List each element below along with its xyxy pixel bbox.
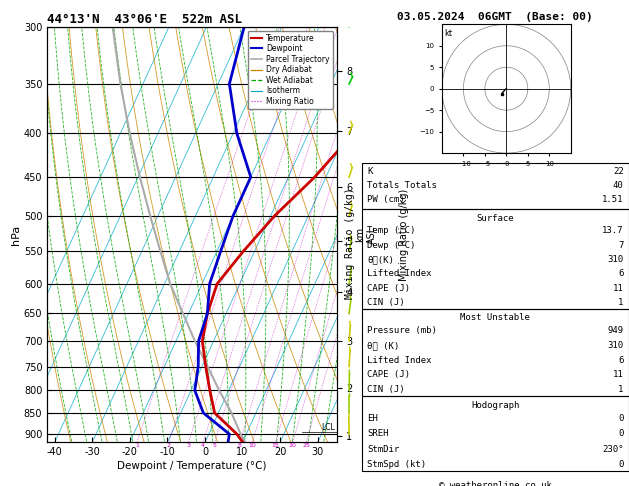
Text: Most Unstable: Most Unstable (460, 313, 530, 323)
Text: CIN (J): CIN (J) (367, 385, 404, 394)
Text: 1: 1 (618, 298, 624, 307)
Text: 0: 0 (618, 414, 624, 423)
Text: 22: 22 (613, 167, 624, 176)
Text: 5: 5 (213, 443, 216, 448)
Text: 310: 310 (608, 255, 624, 264)
Text: 25: 25 (303, 443, 310, 448)
Text: Hodograph: Hodograph (471, 401, 520, 410)
Text: Temp (°C): Temp (°C) (367, 226, 415, 235)
Legend: Temperature, Dewpoint, Parcel Trajectory, Dry Adiabat, Wet Adiabat, Isotherm, Mi: Temperature, Dewpoint, Parcel Trajectory… (248, 31, 333, 109)
Text: 03.05.2024  06GMT  (Base: 00): 03.05.2024 06GMT (Base: 00) (398, 12, 593, 22)
Text: Lifted Index: Lifted Index (367, 269, 431, 278)
Text: 44°13'N  43°06'E  522m ASL: 44°13'N 43°06'E 522m ASL (47, 13, 242, 26)
Text: 310: 310 (608, 341, 624, 350)
Text: 6: 6 (618, 269, 624, 278)
Text: EH: EH (367, 414, 378, 423)
Text: Dewp (°C): Dewp (°C) (367, 241, 415, 250)
Text: Lifted Index: Lifted Index (367, 356, 431, 364)
Text: 8: 8 (238, 443, 242, 448)
Text: © weatheronline.co.uk: © weatheronline.co.uk (439, 481, 552, 486)
Text: 0: 0 (618, 429, 624, 438)
Text: CAPE (J): CAPE (J) (367, 370, 410, 380)
Text: 6: 6 (618, 356, 624, 364)
Text: PW (cm): PW (cm) (367, 195, 404, 204)
Text: Surface: Surface (477, 214, 514, 223)
Text: StmSpd (kt): StmSpd (kt) (367, 460, 426, 469)
Text: StmDir: StmDir (367, 445, 399, 454)
Text: CAPE (J): CAPE (J) (367, 283, 410, 293)
Text: 1: 1 (618, 385, 624, 394)
Text: CIN (J): CIN (J) (367, 298, 404, 307)
Text: kt: kt (445, 30, 453, 38)
Text: 230°: 230° (602, 445, 624, 454)
Text: 15: 15 (272, 443, 279, 448)
X-axis label: Dewpoint / Temperature (°C): Dewpoint / Temperature (°C) (117, 461, 267, 471)
Text: 7: 7 (618, 241, 624, 250)
Text: Mixing Ratio (g/kg): Mixing Ratio (g/kg) (345, 187, 355, 299)
Text: 4: 4 (201, 443, 205, 448)
Text: 1: 1 (135, 443, 139, 448)
Text: 0: 0 (618, 460, 624, 469)
Text: Totals Totals: Totals Totals (367, 181, 437, 190)
Text: 11: 11 (613, 370, 624, 380)
Text: 10: 10 (248, 443, 256, 448)
Text: 40: 40 (613, 181, 624, 190)
Text: Pressure (mb): Pressure (mb) (367, 326, 437, 335)
Text: 3: 3 (186, 443, 191, 448)
Text: LCL: LCL (321, 423, 335, 432)
Bar (362, 396, 629, 471)
Y-axis label: km
ASL: km ASL (355, 226, 377, 243)
Text: SREH: SREH (367, 429, 389, 438)
Y-axis label: hPa: hPa (11, 225, 21, 244)
Text: 949: 949 (608, 326, 624, 335)
Bar (362, 209, 629, 309)
Text: 20: 20 (289, 443, 297, 448)
Text: 1.51: 1.51 (602, 195, 624, 204)
Text: θᴄ(K): θᴄ(K) (367, 255, 394, 264)
Text: K: K (367, 167, 372, 176)
Text: 13.7: 13.7 (602, 226, 624, 235)
Text: 11: 11 (613, 283, 624, 293)
Text: θᴄ (K): θᴄ (K) (367, 341, 399, 350)
Text: 2: 2 (167, 443, 170, 448)
Bar (362, 309, 629, 396)
Bar (362, 163, 629, 209)
Text: Mixing Ratio (g/kg): Mixing Ratio (g/kg) (399, 189, 409, 280)
